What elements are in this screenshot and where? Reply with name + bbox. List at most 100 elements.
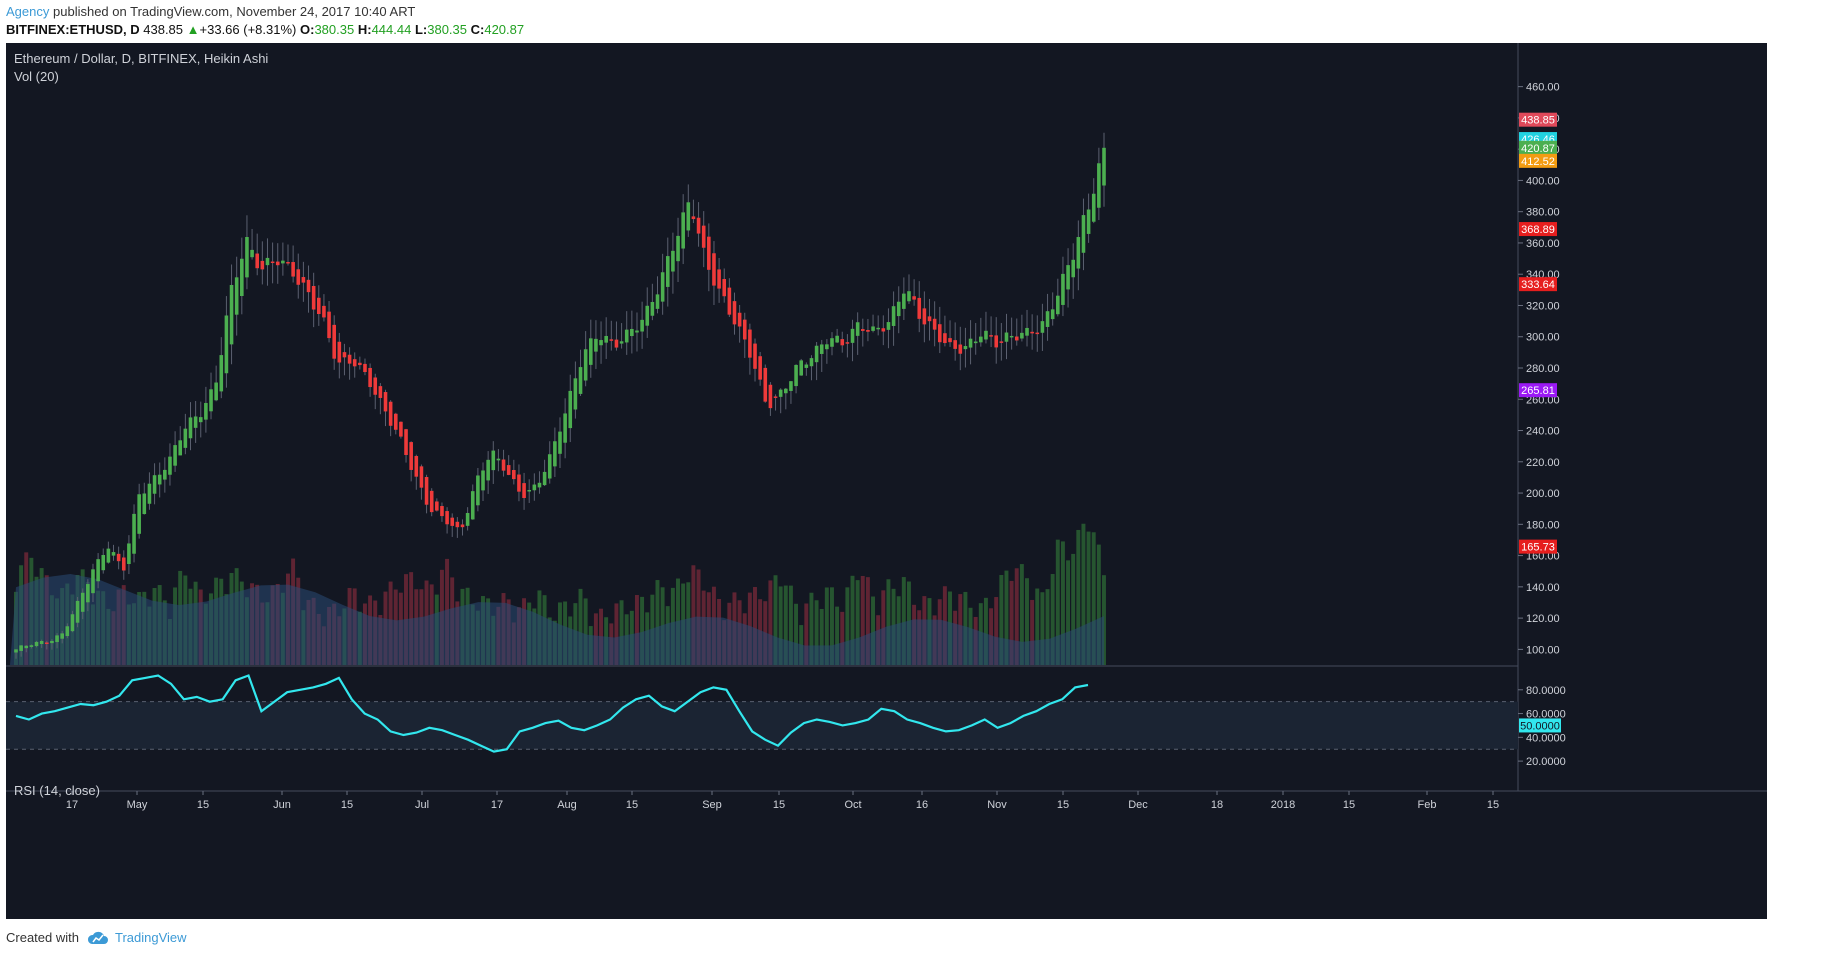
candle-body	[60, 633, 64, 639]
chart-container[interactable]: 460.00440.00420.00400.00380.00360.00340.…	[6, 43, 1767, 919]
candle-body	[393, 413, 398, 430]
price-tick-label: 320.00	[1526, 300, 1560, 312]
candle-body	[373, 377, 378, 395]
candle-body	[24, 645, 29, 649]
candle-body	[958, 344, 963, 354]
rsi-label-box	[1519, 718, 1561, 733]
candle-body	[481, 470, 485, 491]
volume-bar	[1055, 539, 1060, 665]
candle-body	[14, 649, 18, 653]
price-label-box	[1519, 277, 1557, 292]
volume-bar	[994, 597, 999, 665]
time-tick-label: 15	[197, 799, 209, 811]
candle-body	[763, 367, 768, 402]
time-tick-label: Aug	[557, 799, 577, 811]
candle-body	[445, 511, 449, 525]
candle-body	[553, 441, 557, 467]
candle-body	[583, 349, 588, 381]
candle-body	[214, 382, 218, 401]
candle-body	[599, 340, 603, 346]
candle-body	[937, 324, 942, 343]
price-label-box	[1519, 153, 1557, 168]
volume-bar	[835, 606, 840, 665]
volume-bar	[871, 596, 875, 665]
candle-body	[547, 454, 552, 479]
candle-body	[953, 340, 957, 349]
price-label-text: 368.89	[1521, 224, 1555, 236]
price-tick-label: 180.00	[1526, 519, 1560, 531]
volume-bar	[1096, 544, 1101, 665]
created-with-text: Created with	[6, 930, 79, 945]
time-tick-label: 17	[66, 799, 78, 811]
author-link[interactable]: Agency	[6, 4, 50, 19]
candle-body	[912, 296, 916, 300]
candle-body	[573, 378, 578, 410]
candle-body	[240, 258, 244, 297]
candle-body	[476, 475, 480, 506]
time-tick-label: Oct	[844, 799, 861, 811]
candle-body	[424, 477, 429, 505]
candle-body	[578, 367, 583, 394]
candle-body	[55, 635, 59, 643]
volume-bar	[1004, 570, 1009, 665]
candle-body	[19, 645, 23, 651]
candle-body	[902, 293, 906, 309]
candle-body	[358, 362, 362, 366]
price-chart[interactable]: 460.00440.00420.00400.00380.00360.00340.…	[6, 43, 1767, 919]
candle-body	[1071, 259, 1076, 278]
volume-bar	[583, 598, 588, 665]
candle-body	[773, 396, 778, 398]
candle-body	[994, 335, 999, 348]
volume-legend: Vol (20)	[14, 69, 59, 84]
volume-bar	[860, 575, 865, 665]
volume-bar	[1009, 580, 1014, 665]
candle-body	[881, 328, 886, 332]
candle-body	[127, 543, 131, 564]
candle-body	[388, 401, 393, 426]
candle-body	[860, 329, 865, 331]
candle-body	[845, 342, 850, 344]
candle-body	[979, 336, 983, 343]
candle-body	[691, 216, 696, 220]
candle-body	[558, 431, 562, 454]
candle-body	[1045, 311, 1050, 327]
candle-body	[399, 421, 403, 437]
candle-body	[460, 524, 465, 528]
candle-body	[984, 330, 988, 340]
candle-body	[121, 557, 126, 571]
tradingview-link[interactable]: TradingView	[87, 930, 187, 945]
time-tick-label: 15	[341, 799, 353, 811]
candle-body	[640, 319, 644, 332]
candle-body	[178, 440, 183, 456]
volume-bar	[855, 580, 860, 665]
candle-body	[322, 305, 326, 318]
volume-bar	[578, 588, 583, 665]
time-tick-label: Nov	[987, 799, 1007, 811]
candle-body	[968, 338, 973, 348]
candle-body	[106, 548, 111, 563]
candle-body	[65, 626, 70, 637]
candle-body	[142, 493, 147, 515]
candle-body	[404, 429, 408, 455]
volume-bar	[655, 580, 660, 665]
candle-body	[614, 339, 619, 348]
candle-body	[311, 285, 316, 310]
candle-body	[234, 277, 239, 315]
candle-body	[819, 344, 824, 354]
rsi-tick-label: 20.0000	[1526, 756, 1566, 768]
candle-body	[809, 358, 814, 367]
open-label: O:	[300, 22, 315, 37]
candle-body	[517, 474, 521, 492]
candle-body	[383, 392, 388, 412]
volume-bar	[640, 596, 645, 665]
candle-body	[332, 324, 336, 359]
volume-bar	[753, 587, 757, 665]
time-tick-label: Jun	[273, 799, 291, 811]
volume-bar	[1060, 541, 1065, 665]
candle-body	[270, 261, 275, 264]
candle-body	[778, 389, 783, 397]
price-tick-label: 460.00	[1526, 82, 1560, 94]
volume-bar	[814, 600, 819, 665]
candle-body	[1086, 209, 1091, 234]
candle-body	[316, 297, 321, 315]
